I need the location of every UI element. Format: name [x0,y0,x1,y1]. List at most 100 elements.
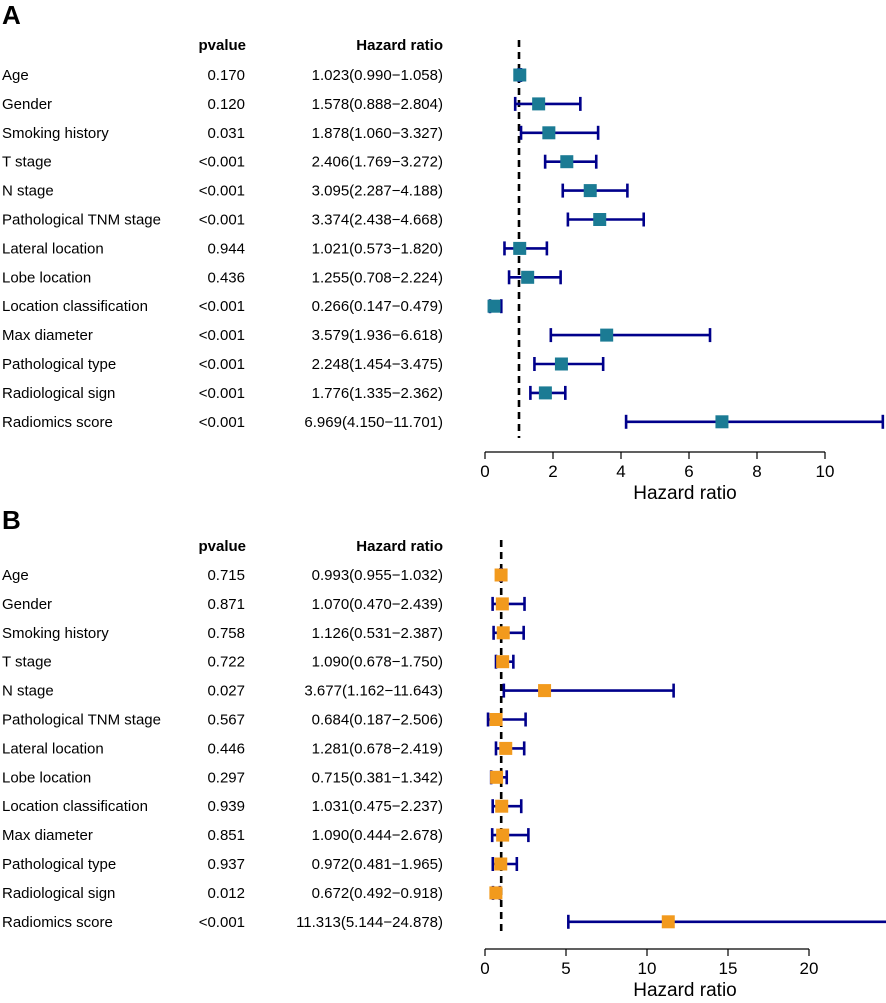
row-pvalue: 0.297 [207,769,245,786]
row-pvalue: 0.871 [207,596,245,613]
row-pvalue: 0.027 [207,683,245,700]
row-label: Max diameter [2,827,93,844]
ci-bar [513,96,582,111]
hazard-ratio-marker [495,799,509,813]
row-hazard-ratio-text: 1.578(0.888−2.804) [312,96,443,113]
row-pvalue: <0.001 [199,183,245,200]
row-label: Lateral location [2,240,104,257]
row-label: Radiological sign [2,885,115,902]
x-axis: 0 5 10 15 20 Hazard ratio [480,948,819,1001]
row-label: Radiomics score [2,914,113,931]
hazard-ratio-marker [513,241,527,255]
row-label: Radiological sign [2,385,115,402]
pvalue-column-header: pvalue [198,538,246,555]
x-axis-title: Hazard ratio [633,980,737,1001]
row-label: Max diameter [2,327,93,344]
row-pvalue: <0.001 [199,298,245,315]
row-label: Age [2,67,29,84]
hazard-ratio-marker [600,328,614,342]
hazard-ratio-marker [489,713,503,726]
row-pvalue: <0.001 [199,356,245,373]
row-hazard-ratio-text: 0.672(0.492−0.918) [312,885,443,902]
row-label: N stage [2,183,54,200]
row-label: Pathological TNM stage [2,212,161,229]
row-label: T stage [2,154,52,171]
row-pvalue: <0.001 [199,154,245,171]
hazard-ratio-marker [495,597,509,611]
hazard-ratio-marker [494,568,508,582]
x-tick-label: 10 [638,959,657,978]
panel-label: B [2,505,21,535]
hazard-ratio-marker [499,741,513,755]
row-hazard-ratio-text: 0.715(0.381−1.342) [312,769,443,786]
row-label: Lateral location [2,740,104,757]
row-pvalue: 0.567 [207,712,245,729]
row-pvalue: <0.001 [199,212,245,229]
row-hazard-ratio-text: 0.972(0.481−1.965) [312,856,443,873]
x-tick-label: 5 [561,959,570,978]
ci-bar [567,914,886,929]
row-label: N stage [2,683,54,700]
hazard-ratio-marker [496,626,510,640]
row-pvalue: <0.001 [199,414,245,431]
row-pvalue: 0.120 [207,96,245,113]
row-hazard-ratio-text: 1.023(0.990−1.058) [312,67,443,84]
panel-label: A [2,0,21,30]
row-hazard-ratio-text: 1.878(1.060−3.327) [312,125,443,142]
hazard-ratio-marker [494,857,508,871]
row-hazard-ratio-text: 1.021(0.573−1.820) [312,240,443,257]
row-pvalue: <0.001 [199,327,245,344]
row-label: T stage [2,654,52,671]
row-pvalue: 0.944 [207,240,245,257]
row-hazard-ratio-text: 3.374(2.438−4.668) [312,212,443,229]
hazard-ratio-marker [532,97,546,111]
row-hazard-ratio-text: 1.126(0.531−2.387) [312,625,443,642]
row-pvalue: 0.170 [207,67,245,84]
x-axis-title: Hazard ratio [633,483,737,504]
hazard-ratio-marker [542,126,556,140]
ci-bar [502,683,675,698]
hazard-ratio-marker [521,270,535,284]
hazard-ratio-marker [593,213,607,226]
hazard-ratio-marker [538,386,552,400]
row-hazard-ratio-text: 2.406(1.769−3.272) [312,154,443,171]
row-label: Smoking history [2,125,109,142]
row-label: Lobe location [2,769,91,786]
x-tick-label: 20 [800,959,819,978]
row-pvalue: <0.001 [199,385,245,402]
x-tick-label: 0 [480,959,489,978]
hazard-ratio-marker [496,655,510,669]
row-hazard-ratio-text: 1.090(0.678−1.750) [312,654,443,671]
row-label: Age [2,567,29,584]
row-label: Location classification [2,298,148,315]
row-pvalue: 0.758 [207,625,245,642]
row-hazard-ratio-text: 1.281(0.678−2.419) [312,740,443,757]
row-label: Lobe location [2,269,91,286]
ci-bar [624,414,885,429]
row-hazard-ratio-text: 1.090(0.444−2.678) [312,827,443,844]
row-pvalue: 0.851 [207,827,245,844]
x-tick-label: 4 [616,462,625,481]
row-hazard-ratio-text: 2.248(1.454−3.475) [312,356,443,373]
pvalue-column-header: pvalue [198,37,246,54]
row-hazard-ratio-text: 0.993(0.955−1.032) [312,567,443,584]
row-label: Gender [2,96,52,113]
hazard-ratio-marker [513,68,527,82]
hazard-ratio-marker [490,770,504,784]
x-tick-label: 15 [719,959,738,978]
row-label: Pathological type [2,356,116,373]
hazard-ratio-marker [583,184,597,198]
row-hazard-ratio-text: 11.313(5.144−24.878) [296,914,443,931]
row-hazard-ratio-text: 3.579(1.936−6.618) [312,327,443,344]
row-hazard-ratio-text: 1.255(0.708−2.224) [312,269,443,286]
row-label: Pathological TNM stage [2,712,161,729]
row-hazard-ratio-text: 0.684(0.187−2.506) [312,712,443,729]
row-pvalue: 0.012 [207,885,245,902]
row-pvalue: <0.001 [199,914,245,931]
row-label: Radiomics score [2,414,113,431]
row-pvalue: 0.446 [207,740,245,757]
row-pvalue: 0.939 [207,798,245,815]
